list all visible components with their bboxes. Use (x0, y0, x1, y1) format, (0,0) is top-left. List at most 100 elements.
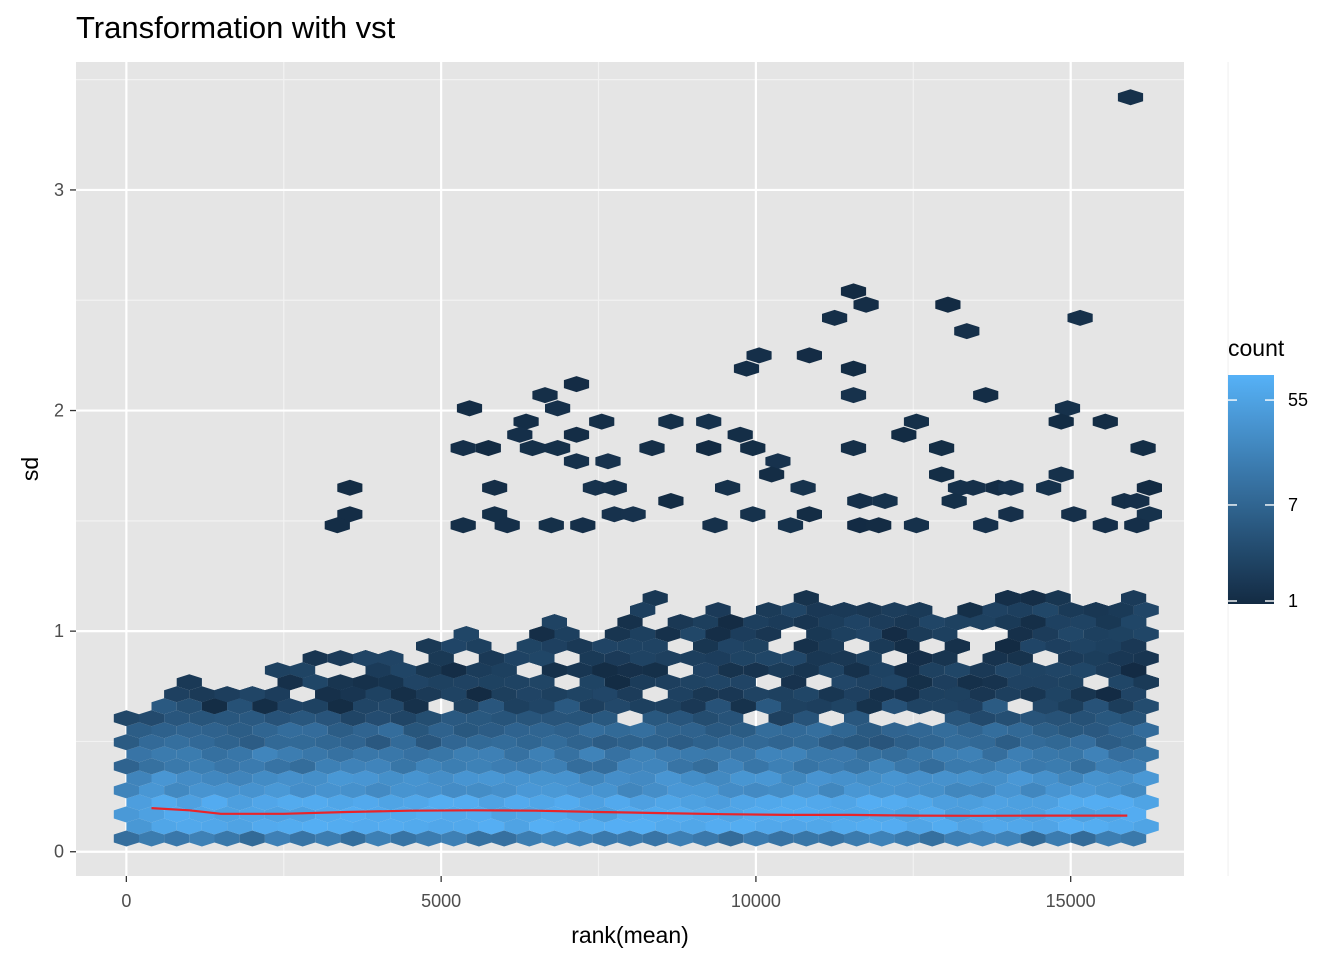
hex-cell (478, 746, 505, 763)
hex-cell (139, 806, 165, 823)
hex-cell (563, 376, 590, 393)
hex-cell (768, 614, 794, 631)
hex-cell (1058, 698, 1084, 715)
hex-cell (733, 360, 760, 377)
hex-cell (740, 506, 766, 523)
hex-cell (630, 602, 656, 619)
hex-cell (353, 794, 379, 811)
hex-cell (604, 722, 630, 739)
hex-cell (340, 758, 366, 775)
hex-cell (1070, 830, 1096, 847)
hex-cell (840, 387, 867, 404)
hex-cell (1130, 440, 1156, 457)
hex-cell (680, 770, 706, 787)
hex-cell (541, 782, 567, 799)
hex-cell (1070, 806, 1096, 823)
hex-cell (604, 770, 630, 787)
hex-cell (504, 698, 530, 715)
hex-cell (403, 674, 429, 691)
hex-cell (715, 479, 741, 496)
hex-cell (781, 698, 807, 715)
hex-cell (1121, 590, 1147, 607)
hex-cell (818, 614, 844, 631)
hex-cell (1133, 722, 1159, 739)
hex-cell (680, 818, 706, 835)
hex-cell (743, 614, 769, 631)
hex-cell (1133, 698, 1159, 715)
hex-cell (894, 734, 920, 751)
hex-cell (919, 686, 945, 703)
hex-cell (1007, 674, 1033, 691)
hex-cell (592, 686, 618, 703)
hex-cell (718, 710, 744, 727)
hex-cell (630, 626, 656, 643)
hex-cell (428, 650, 454, 667)
hex-cell (1083, 722, 1109, 739)
hex-cell (592, 662, 618, 679)
hex-cell (1108, 746, 1134, 763)
hex-cell (428, 770, 454, 787)
hex-cell (1048, 466, 1074, 483)
hex-cell (667, 782, 693, 799)
hex-cell (252, 794, 278, 811)
hex-cell (970, 734, 996, 751)
hex-cell (806, 722, 832, 739)
hex-cell (630, 650, 656, 667)
hex-cell (290, 758, 316, 775)
hex-cell (579, 818, 605, 835)
hex-cell (655, 746, 681, 763)
hex-cell (667, 830, 693, 847)
hex-cell (277, 674, 303, 691)
hex-cell (818, 734, 844, 751)
y-axis-title: sd (17, 457, 43, 481)
hex-cell (765, 453, 791, 470)
hex-cell (1095, 734, 1121, 751)
hex-cell (453, 698, 479, 715)
hex-cell (378, 770, 404, 787)
hex-cell (743, 686, 769, 703)
hex-cell (453, 674, 479, 691)
hex-cell (755, 698, 782, 715)
hex-cell (563, 426, 590, 443)
hex-cell (1058, 602, 1084, 619)
hex-cell (957, 818, 983, 835)
hex-cell (755, 602, 782, 619)
hex-cell (639, 440, 665, 457)
hex-cell (1054, 400, 1081, 417)
hex-cell (151, 770, 177, 787)
hex-cell (831, 746, 857, 763)
hex-cell (189, 830, 215, 847)
hex-cell (894, 638, 920, 655)
hex-cell (554, 746, 580, 763)
hex-cell (743, 782, 769, 799)
hex-cell (995, 830, 1021, 847)
hex-cell (932, 626, 958, 643)
hex-cell (416, 758, 442, 775)
hex-cell (869, 662, 895, 679)
hex-cell (919, 758, 945, 775)
hex-cell (718, 662, 744, 679)
hex-cell (441, 638, 467, 655)
hex-cell (995, 782, 1021, 799)
hex-cell (365, 782, 391, 799)
hex-cell (453, 722, 479, 739)
hex-cell (781, 770, 807, 787)
hex-cell (957, 746, 983, 763)
hex-cell (995, 686, 1021, 703)
hex-cell (847, 493, 873, 509)
hex-cell (126, 746, 152, 763)
hex-cell (327, 650, 353, 667)
hex-cell (831, 698, 857, 715)
hex-cell (806, 794, 832, 811)
hex-cell (567, 638, 593, 655)
hex-cell (869, 758, 895, 775)
hex-cell (642, 710, 668, 727)
hex-cell (944, 614, 970, 631)
hex-cell (538, 517, 564, 534)
hex-cell (604, 674, 630, 691)
hex-cell (759, 466, 785, 483)
hex-cell (239, 782, 265, 799)
hex-cell (1117, 89, 1144, 106)
hex-cell (907, 722, 933, 739)
hex-cell (390, 710, 416, 727)
